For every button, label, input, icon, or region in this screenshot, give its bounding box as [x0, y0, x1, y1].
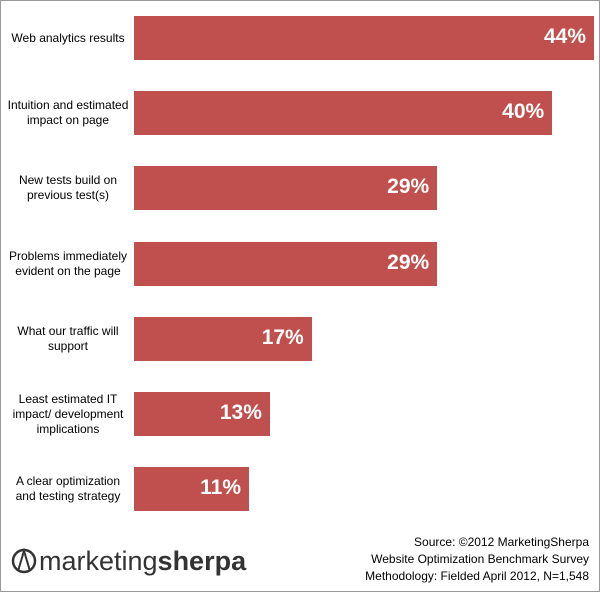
source: Source: ©2012 MarketingSherpa Website Opt… — [365, 534, 589, 585]
bar — [134, 241, 438, 286]
value-label: 11% — [200, 476, 241, 500]
value-label: 13% — [219, 401, 262, 424]
source-line: Source: ©2012 MarketingSherpa — [414, 535, 589, 549]
value-label: 17% — [261, 325, 304, 349]
source-line: Methodology: Fielded April 2012, N=1,548 — [365, 569, 589, 583]
logo-light: marketing — [39, 545, 158, 576]
category-label: A clear optimization and testing strateg… — [15, 474, 121, 504]
value-label: 29% — [387, 175, 430, 199]
logo-icon — [11, 547, 37, 574]
bar — [134, 166, 438, 211]
bar — [134, 91, 553, 136]
bar — [134, 16, 594, 60]
category-label: Problems immediately evident on the page — [8, 248, 128, 278]
bar — [134, 392, 270, 436]
logo: marketing sherpa — [9, 545, 246, 577]
category-label: Intuition and estimated impact on page — [7, 98, 129, 128]
bar — [134, 316, 312, 361]
value-label: 40% — [502, 100, 545, 124]
bar — [134, 467, 249, 512]
category-label: Least estimated IT impact/ development i… — [12, 391, 124, 436]
source-line: Website Optimization Benchmark Survey — [371, 552, 589, 566]
category-label: New tests build on previous test(s) — [18, 173, 118, 203]
category-label: What our traffic will support — [17, 323, 119, 353]
value-label: 29% — [387, 250, 430, 274]
logo-bold: sherpa — [157, 545, 247, 576]
value-label: 44% — [543, 25, 586, 48]
category-label: Web analytics results — [11, 30, 125, 45]
